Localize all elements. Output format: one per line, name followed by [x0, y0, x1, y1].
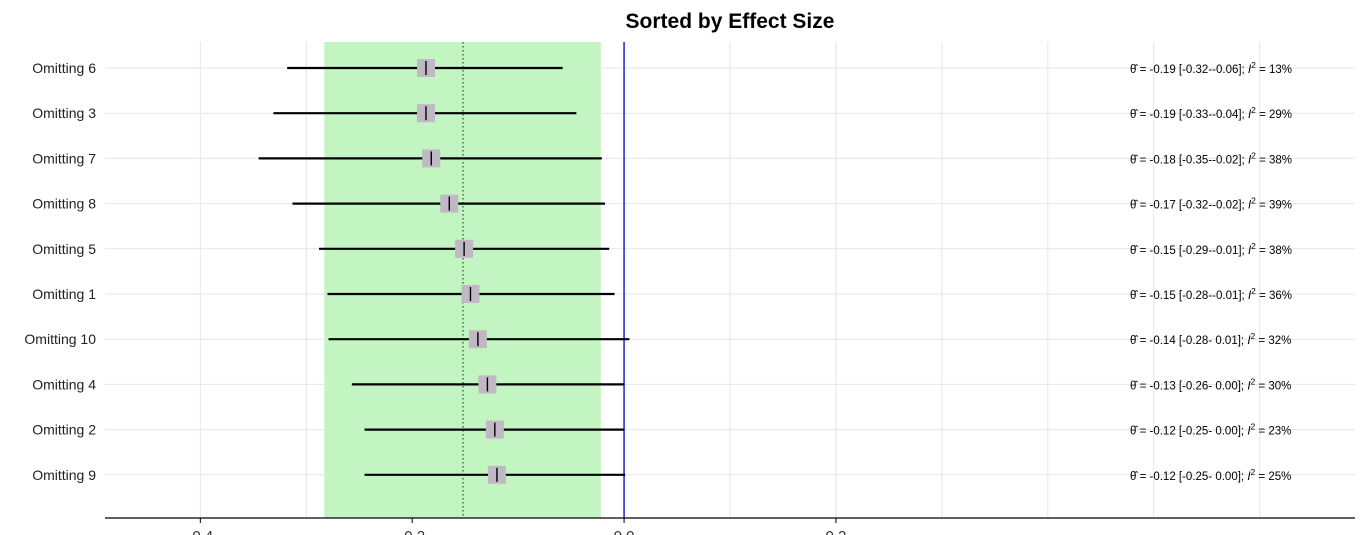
study-annotation: θ̂ = -0.15 [-0.28--0.01]; I2 = 36%: [1130, 286, 1292, 302]
study-row: Omitting 10 θ̂ = -0.14 [-0.28- 0.01]; I2 …: [24, 330, 1291, 349]
x-axis: -0.4 -0.2 0.0 0.2: [105, 517, 1355, 535]
x-axis-tick-label: -0.2: [399, 528, 425, 535]
study-label: Omitting 7: [32, 150, 96, 166]
study-label: Omitting 6: [32, 60, 96, 76]
study-annotation: θ̂ = -0.15 [-0.29--0.01]; I2 = 38%: [1130, 241, 1292, 257]
study-row: Omitting 2 θ̂ = -0.12 [-0.25- 0.00]; I2 =…: [32, 420, 1291, 439]
x-axis-tick-label: -0.4: [187, 528, 213, 535]
study-annotation: θ̂ = -0.19 [-0.33--0.04]; I2 = 29%: [1130, 105, 1292, 121]
study-annotation: θ̂ = -0.12 [-0.25- 0.00]; I2 = 23%: [1130, 422, 1291, 438]
study-label: Omitting 8: [32, 196, 96, 212]
study-row: Omitting 4 θ̂ = -0.13 [-0.26- 0.00]; I2 =…: [32, 375, 1291, 394]
study-row: Omitting 6 θ̂ = -0.19 [-0.32--0.06]; I2 =…: [32, 59, 1292, 77]
study-annotation: θ̂ = -0.19 [-0.32--0.06]; I2 = 13%: [1130, 60, 1292, 76]
study-annotation: θ̂ = -0.14 [-0.28- 0.01]; I2 = 32%: [1130, 331, 1291, 347]
study-rows: Omitting 6 θ̂ = -0.19 [-0.32--0.06]; I2 =…: [24, 59, 1292, 484]
x-axis-tick-label: 0.2: [826, 528, 847, 535]
study-row: Omitting 5 θ̂ = -0.15 [-0.29--0.01]; I2 =…: [32, 239, 1292, 258]
study-annotation: θ̂ = -0.13 [-0.26- 0.00]; I2 = 30%: [1130, 376, 1291, 392]
study-row: Omitting 3 θ̂ = -0.19 [-0.33--0.04]; I2 =…: [32, 104, 1292, 123]
study-row: Omitting 7 θ̂ = -0.18 [-0.35--0.02]; I2 =…: [32, 149, 1292, 168]
reference-lines: [462, 42, 625, 518]
study-label: Omitting 9: [32, 467, 96, 483]
study-annotation: θ̂ = -0.12 [-0.25- 0.00]; I2 = 25%: [1130, 467, 1291, 483]
study-label: Omitting 3: [32, 105, 96, 121]
study-label: Omitting 4: [32, 376, 96, 392]
study-label: Omitting 2: [32, 422, 96, 438]
study-label: Omitting 10: [24, 331, 96, 347]
study-annotation: θ̂ = -0.17 [-0.32--0.02]; I2 = 39%: [1130, 196, 1292, 212]
chart-title: Sorted by Effect Size: [626, 10, 835, 33]
study-label: Omitting 5: [32, 241, 96, 257]
study-label: Omitting 1: [32, 286, 96, 302]
study-annotation: θ̂ = -0.18 [-0.35--0.02]; I2 = 38%: [1130, 150, 1292, 166]
study-row: Omitting 8 θ̂ = -0.17 [-0.32--0.02]; I2 =…: [32, 194, 1292, 213]
x-axis-tick-label: 0.0: [614, 528, 635, 535]
study-row: Omitting 9 θ̂ = -0.12 [-0.25- 0.00]; I2 =…: [32, 465, 1291, 484]
study-row: Omitting 1 θ̂ = -0.15 [-0.28--0.01]; I2 =…: [32, 285, 1292, 303]
